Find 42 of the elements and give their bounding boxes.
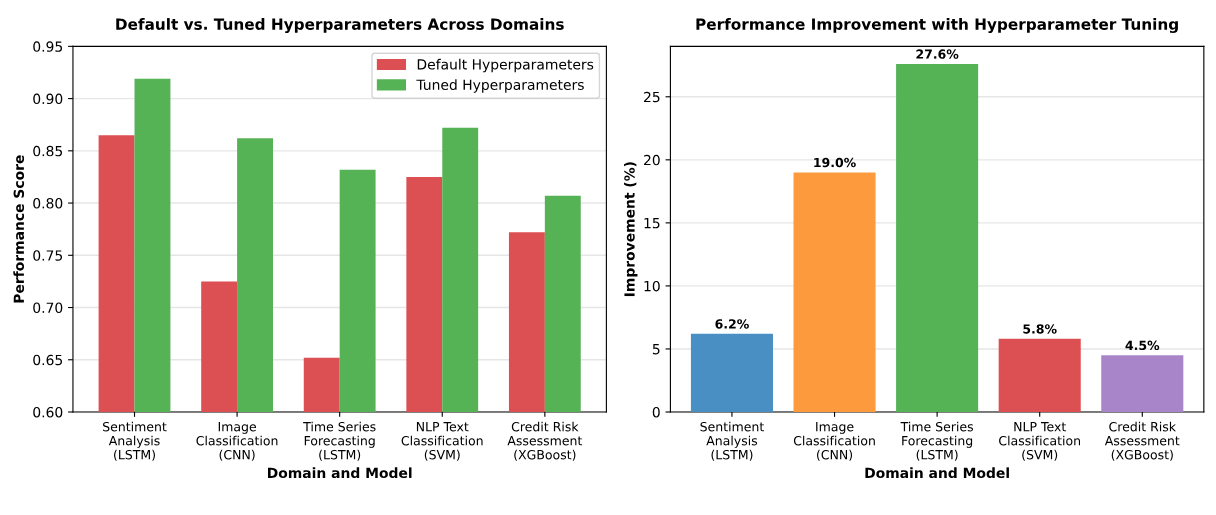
chart-title: Performance Improvement with Hyperparameter Tuning [696, 18, 1178, 33]
x-tick-label: Time Series Forecasting (LSTM) [303, 421, 376, 461]
x-tick-label: Sentiment Analysis (LSTM) [700, 421, 764, 461]
y-tick-label: 5 [652, 344, 660, 355]
y-tick-label: 0.70 [33, 302, 63, 313]
bar [793, 172, 876, 412]
y-tick-label: 0.60 [33, 406, 63, 418]
x-tick-label: Time Series Forecasting (LSTM) [900, 421, 974, 461]
bar [998, 338, 1081, 412]
x-tick-label: NLP Text Classification (SVM) [401, 422, 483, 461]
y-tick-label: 0.65 [33, 354, 63, 366]
x-tick-label: Image Classification (CNN) [196, 422, 278, 461]
bar [690, 333, 773, 412]
data-label: 5.8% [1023, 324, 1057, 334]
x-axis-title: Domain and Model [865, 467, 1009, 479]
y-axis-title: Performance Score [13, 155, 25, 303]
y-tick-label: 20 [644, 154, 660, 166]
legend-label: Default Hyperparameters [417, 58, 594, 73]
y-tick-label: 0.80 [33, 198, 63, 209]
x-tick-label: NLP Text Classification (SVM) [999, 422, 1080, 461]
y-tick-label: 0.90 [33, 93, 63, 105]
x-tick-label: Sentiment Analysis (LSTM) [103, 421, 167, 461]
bar [1101, 355, 1184, 412]
data-label: 4.5% [1125, 340, 1160, 351]
y-axis-title: Improvement (%) [624, 162, 638, 297]
y-tick-label: 0.75 [33, 250, 63, 261]
y-tick-label: 25 [644, 91, 660, 103]
data-label: 6.2% [715, 319, 749, 329]
y-tick-label: 10 [644, 280, 660, 292]
x-tick-label: Credit Risk Assessment (XGBoost) [1104, 421, 1180, 461]
legend-label: Tuned Hyperparameters [416, 79, 584, 93]
chart-title: Default vs. Tuned Hyperparameters Across Domains [116, 18, 564, 33]
y-tick-label: 0.95 [33, 41, 63, 52]
y-tick-label: 0.85 [33, 145, 63, 157]
x-tick-label: Credit Risk Assessment (XGBoost) [507, 421, 583, 461]
x-axis-title: Domain and Model [267, 467, 412, 479]
bar [896, 64, 979, 412]
data-label: 27.6% [916, 49, 959, 59]
y-tick-label: 0 [652, 406, 660, 418]
data-label: 19.0% [814, 157, 856, 168]
x-tick-label: Image Classification (CNN) [793, 422, 875, 461]
y-tick-label: 15 [644, 218, 660, 229]
